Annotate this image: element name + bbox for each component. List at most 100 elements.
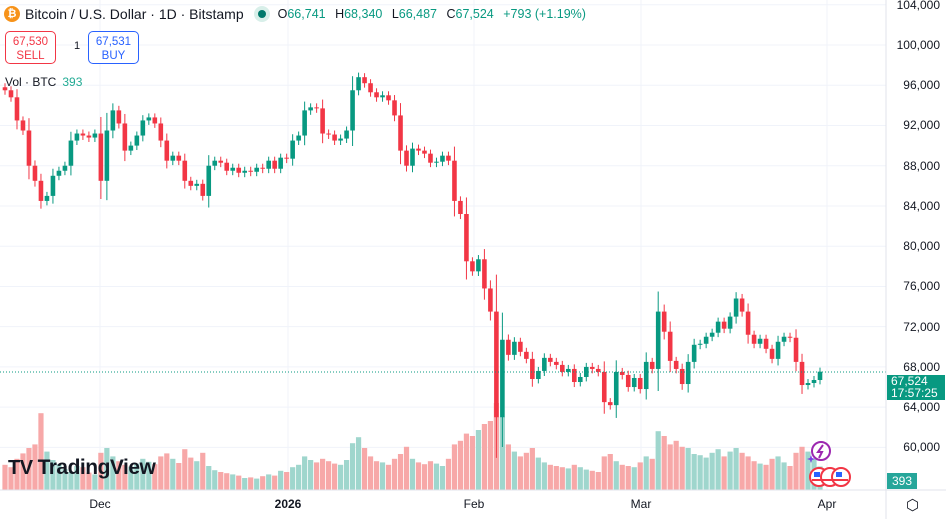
candle-body	[512, 341, 517, 355]
volume-bar	[451, 444, 458, 490]
volume-bar	[104, 448, 110, 490]
candle-body	[272, 160, 277, 169]
volume-bar	[331, 463, 338, 490]
volume-bar	[547, 464, 553, 490]
volume-bars	[2, 403, 823, 490]
candle-body	[260, 167, 265, 169]
volume-bar	[146, 461, 152, 490]
candle-body	[140, 120, 146, 136]
candle-body	[164, 140, 170, 161]
candle-body	[566, 368, 571, 372]
volume-bar	[625, 466, 631, 490]
candle-body	[488, 288, 493, 312]
candle-body	[500, 339, 505, 418]
volume-bar	[242, 478, 248, 490]
us-flag-icon	[809, 467, 851, 487]
grid	[0, 0, 886, 490]
volume-bar	[787, 466, 793, 490]
volume-bar	[409, 458, 416, 490]
time-tick: Apr	[817, 497, 837, 511]
candle-body	[152, 117, 158, 124]
candle-body	[595, 368, 601, 372]
volume-bar	[32, 444, 38, 490]
sell-button[interactable]: 67,530 SELL	[5, 31, 56, 64]
candle-body	[386, 95, 391, 101]
volume-bar	[128, 466, 134, 490]
candle-body	[554, 361, 559, 365]
candle-body	[104, 130, 110, 181]
volume-bar	[62, 469, 68, 490]
candle-body	[278, 157, 283, 169]
price-tick: 76,000	[903, 279, 940, 294]
price-tick: 72,000	[903, 319, 940, 334]
price-tick: 104,000	[896, 0, 940, 12]
volume-bar	[284, 472, 290, 490]
volume-bar	[391, 458, 398, 490]
candle-body	[290, 140, 295, 159]
candle-body	[691, 344, 697, 362]
volume-bar	[308, 460, 314, 490]
candle-body	[242, 170, 248, 173]
volume-bar	[655, 431, 661, 490]
volume-bar	[224, 473, 230, 490]
market-status-icon[interactable]	[253, 6, 270, 22]
volume-bar	[763, 464, 769, 490]
candle-body	[398, 115, 403, 151]
volume-bar	[20, 453, 26, 490]
candle-body	[775, 341, 781, 359]
volume-bar	[320, 458, 326, 490]
volume-bar	[50, 460, 56, 490]
symbol-header[interactable]: ₿ Bitcoin / U.S. Dollar · 1D · Bitstamp …	[4, 6, 586, 22]
volume-bar	[571, 464, 577, 490]
candle-body	[302, 110, 307, 136]
settings-icon[interactable]: ⬡	[906, 497, 920, 514]
volume-bar	[619, 464, 625, 490]
volume-bar	[733, 448, 739, 490]
time-tick: 2026	[274, 497, 302, 511]
candle-body	[98, 133, 104, 181]
volume-bar	[769, 458, 775, 490]
candle-body	[607, 402, 613, 406]
symbol-title[interactable]: Bitcoin / U.S. Dollar · 1D · Bitstamp	[25, 6, 244, 22]
volume-bar	[164, 453, 170, 490]
candle-body	[560, 364, 565, 372]
candle-body	[62, 165, 68, 171]
volume-bar	[463, 433, 470, 490]
candle-body	[170, 155, 176, 161]
candle-body	[206, 165, 212, 196]
candle-body	[158, 123, 164, 141]
candle-body	[200, 183, 206, 196]
lightning-icon	[807, 441, 831, 463]
candle-body	[452, 160, 457, 201]
candle-body	[68, 140, 74, 166]
volume-bar	[577, 467, 583, 490]
volume-bar	[98, 452, 104, 490]
candle-body	[344, 130, 349, 139]
events-icons[interactable]	[806, 440, 851, 490]
volume-bar	[481, 424, 488, 490]
volume-bar	[367, 456, 374, 490]
buy-button[interactable]: 67,531 BUY	[88, 31, 139, 64]
candle-body	[308, 107, 313, 111]
candle-body	[631, 377, 637, 388]
candle-body	[218, 160, 224, 163]
volume-bar	[775, 456, 781, 490]
candle-body	[757, 338, 763, 344]
candle-body	[320, 108, 325, 134]
tradingview-logo[interactable]: TV TradingView	[8, 456, 156, 479]
candle-body	[548, 357, 553, 362]
volume-bar	[745, 456, 751, 490]
volume-bar	[343, 460, 350, 490]
volume-bar	[86, 472, 92, 490]
volume-bar	[601, 456, 607, 490]
candle-body	[248, 170, 253, 172]
volume-bar	[415, 462, 422, 490]
volume-legend[interactable]: Vol · BTC 393	[5, 75, 83, 89]
volume-bar	[230, 474, 236, 490]
volume-bar	[805, 451, 811, 490]
volume-bar	[661, 436, 667, 490]
candle-body	[589, 366, 595, 369]
candle-body	[763, 338, 769, 349]
volume-bar	[445, 458, 452, 490]
